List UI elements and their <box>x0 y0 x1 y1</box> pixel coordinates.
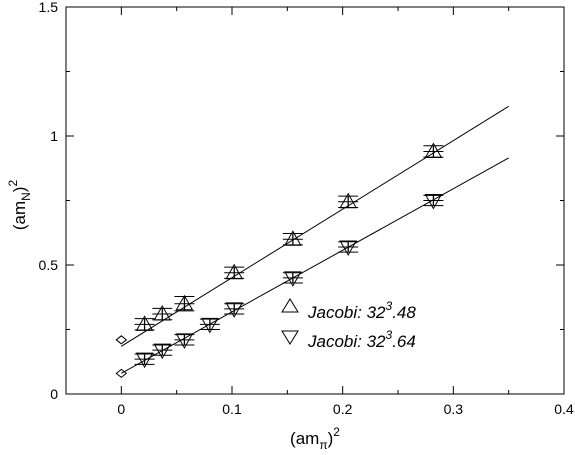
point-triangle-down <box>153 343 172 360</box>
point-triangle-down <box>135 352 154 369</box>
legend-label-series-2-post: .64 <box>392 332 416 351</box>
point-diamond <box>115 335 128 345</box>
legend-label-series-1-sup: 3 <box>386 299 393 313</box>
point-triangle-up <box>135 315 154 331</box>
y-axis-title: (amN)2 <box>6 180 33 231</box>
point-triangle-up <box>284 230 302 246</box>
x-axis-title: (amπ)2 <box>290 425 340 452</box>
point-triangle-up <box>424 142 443 158</box>
legend: Jacobi: 323.48 Jacobi: 323.64 <box>281 298 416 351</box>
fit-line <box>121 157 509 374</box>
y-tick-label: 0 <box>50 386 58 402</box>
y-tick-label: 1 <box>50 128 58 144</box>
legend-label-series-1: Jacobi: 323.48 <box>307 299 416 322</box>
legend-label-series-2-pre: Jacobi: 32 <box>307 332 386 351</box>
point-triangle-down <box>424 194 443 210</box>
x-axis-title-sup: 2 <box>333 425 340 439</box>
legend-marker-triangle-down <box>281 330 299 345</box>
point-diamond <box>115 368 128 379</box>
x-tick-label: 0.2 <box>333 401 353 417</box>
point-triangle-down <box>201 317 219 334</box>
point-triangle-down <box>284 271 302 287</box>
legend-label-series-2: Jacobi: 323.64 <box>307 328 416 351</box>
point-triangle-up <box>339 192 358 209</box>
y-axis-title-base: (am <box>10 201 29 230</box>
axis-ticks: 0 0.1 0.2 0.3 0.4 0 0.5 1 1.5 <box>39 0 574 417</box>
y-tick-label: 1.5 <box>39 0 59 15</box>
point-triangle-down <box>225 302 244 318</box>
fit-lines <box>121 105 509 374</box>
point-triangle-down <box>339 240 358 256</box>
data-points <box>115 142 444 379</box>
legend-label-series-1-post: .48 <box>392 303 416 322</box>
x-axis-title-base: (am <box>290 429 319 448</box>
legend-marker-triangle-up <box>281 298 299 313</box>
y-axis-title-sub: N <box>19 192 33 201</box>
legend-label-series-2-sup: 3 <box>386 328 393 342</box>
point-triangle-up <box>225 263 244 280</box>
x-axis-title-close: ) <box>328 429 334 448</box>
x-tick-label: 0.1 <box>222 401 242 417</box>
x-tick-label: 0 <box>117 401 125 417</box>
legend-label-series-1-pre: Jacobi: 32 <box>307 303 386 322</box>
point-triangle-up <box>175 294 194 311</box>
point-triangle-up <box>153 305 172 321</box>
point-triangle-down <box>175 333 194 349</box>
y-axis-title-sup: 2 <box>6 180 20 187</box>
x-axis-title-sub: π <box>319 438 327 452</box>
x-tick-label: 0.4 <box>554 401 574 417</box>
y-tick-label: 0.5 <box>39 257 59 273</box>
y-axis-title-close: ) <box>10 187 29 193</box>
x-tick-label: 0.3 <box>444 401 464 417</box>
fit-line <box>121 105 509 347</box>
